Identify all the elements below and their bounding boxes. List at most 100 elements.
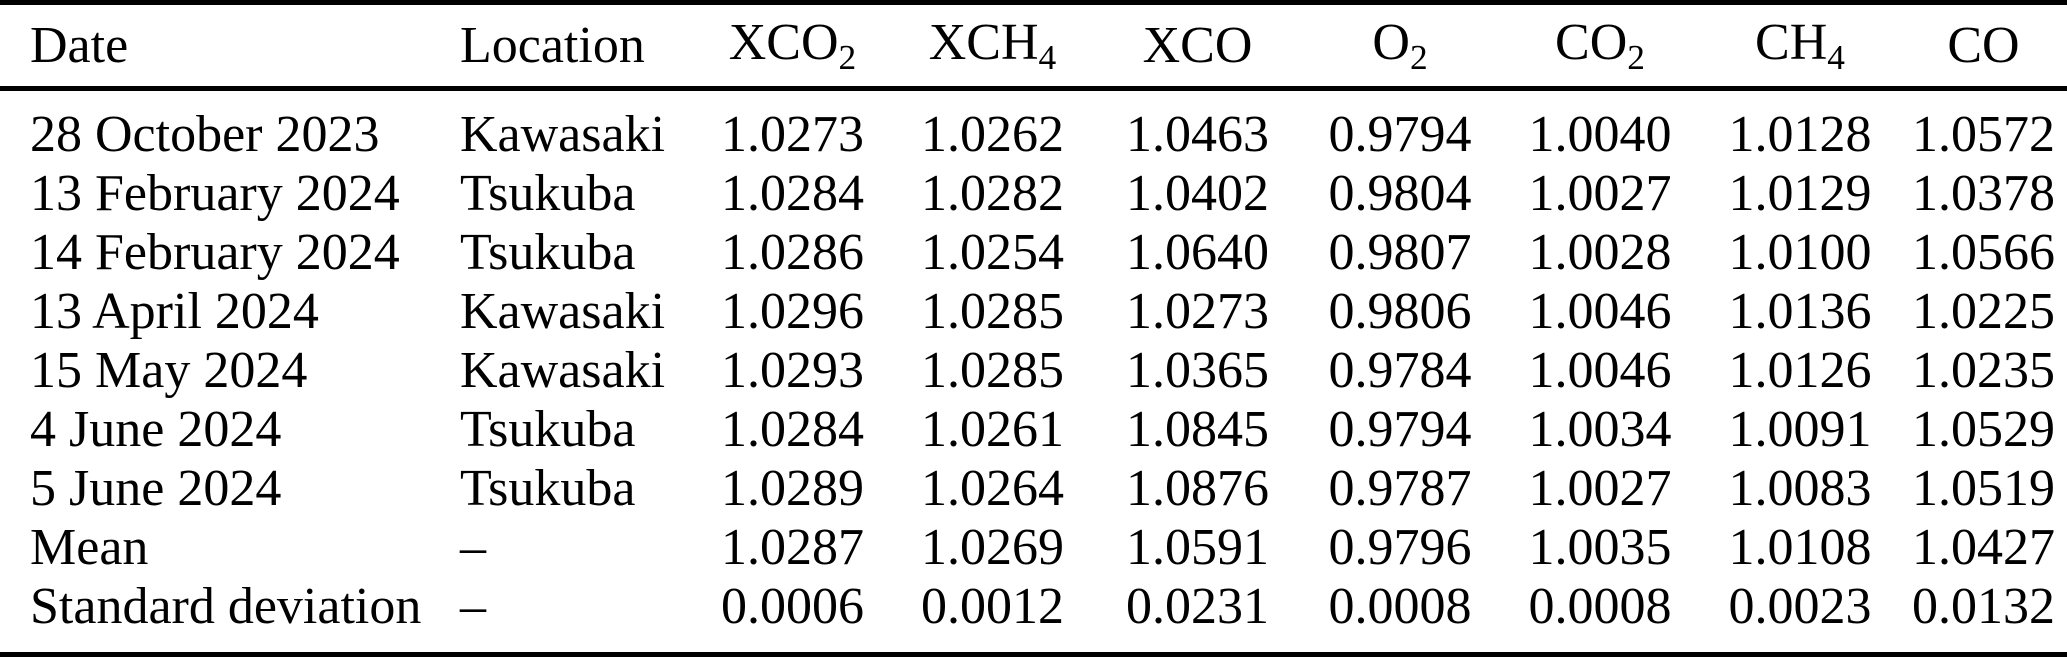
value-cell-co2: 1.0034 — [1528, 401, 1672, 458]
value-cell-xch4: 1.0269 — [921, 519, 1064, 576]
column-header-co2: CO2 — [1500, 3, 1700, 89]
column-header-label: XCH — [928, 14, 1039, 72]
table-row: Standard deviation – 0.0006 0.0012 0.0231 0.0… — [0, 577, 2067, 655]
column-header-subscript: 4 — [1827, 36, 1845, 77]
value-cell-xco: 1.0273 — [1126, 283, 1269, 340]
value-cell-xco: 1.0402 — [1126, 165, 1269, 222]
value-cell-ch4: 0.0023 — [1728, 578, 1872, 635]
value-cell-co: 1.0566 — [1912, 224, 2055, 281]
column-header-xco: XCO — [1095, 3, 1300, 89]
location-cell: Tsukuba — [460, 165, 636, 222]
date-cell: 13 April 2024 — [30, 283, 319, 340]
value-cell-co2: 1.0046 — [1528, 342, 1672, 399]
value-cell-xco: 1.0845 — [1126, 401, 1269, 458]
column-header-location: Location — [460, 3, 695, 89]
value-cell-xco: 1.0365 — [1126, 342, 1269, 399]
value-cell-ch4: 1.0108 — [1728, 519, 1872, 576]
value-cell-o2: 0.9787 — [1328, 460, 1472, 517]
value-cell-xch4: 1.0262 — [921, 106, 1064, 163]
location-cell: – — [460, 519, 486, 576]
value-cell-ch4: 1.0091 — [1728, 401, 1872, 458]
value-cell-xco2: 1.0289 — [721, 460, 864, 517]
table-row: 13 April 2024 Kawasaki 1.0296 1.0285 1.0273 0… — [0, 282, 2067, 341]
location-cell: Tsukuba — [460, 224, 636, 281]
location-cell: Kawasaki — [460, 283, 666, 340]
value-cell-xco2: 1.0286 — [721, 224, 864, 281]
date-cell: Mean — [30, 519, 149, 576]
column-header-label: O — [1372, 14, 1410, 72]
table-row: 14 February 2024 Tsukuba 1.0286 1.0254 1.064… — [0, 223, 2067, 282]
value-cell-co: 1.0519 — [1912, 460, 2055, 517]
table-row: 5 June 2024 Tsukuba 1.0289 1.0264 1.0876 0.97… — [0, 459, 2067, 518]
date-cell: Standard deviation — [30, 578, 422, 635]
value-cell-o2: 0.9804 — [1328, 165, 1472, 222]
column-header-label: CH — [1755, 14, 1828, 72]
value-cell-ch4: 1.0083 — [1728, 460, 1872, 517]
column-header-xch4: XCH4 — [890, 3, 1095, 89]
location-cell: Tsukuba — [460, 460, 636, 517]
value-cell-xco: 1.0591 — [1126, 519, 1269, 576]
column-header-label: Date — [30, 17, 129, 74]
value-cell-xch4: 1.0282 — [921, 165, 1064, 222]
value-cell-co2: 1.0028 — [1528, 224, 1672, 281]
value-cell-co: 1.0378 — [1912, 165, 2055, 222]
column-header-subscript: 4 — [1038, 36, 1057, 77]
value-cell-xch4: 1.0285 — [921, 342, 1064, 399]
value-cell-co: 0.0132 — [1912, 578, 2055, 635]
value-cell-xch4: 1.0261 — [921, 401, 1064, 458]
value-cell-xco: 0.0231 — [1126, 578, 1269, 635]
column-header-label: XCO — [1142, 17, 1253, 74]
column-header-subscript: 2 — [1627, 36, 1645, 77]
value-cell-xco2: 1.0296 — [721, 283, 864, 340]
table-row: Mean – 1.0287 1.0269 1.0591 0.9796 1.0035 1.010… — [0, 518, 2067, 577]
value-cell-co2: 1.0046 — [1528, 283, 1672, 340]
value-cell-xco2: 1.0273 — [721, 106, 864, 163]
location-cell: – — [460, 578, 486, 635]
table-row: 13 February 2024 Tsukuba 1.0284 1.0282 1.040… — [0, 164, 2067, 223]
date-cell: 15 May 2024 — [30, 342, 308, 399]
value-cell-xco2: 0.0006 — [721, 578, 864, 635]
column-header-date: Date — [0, 3, 460, 89]
value-cell-ch4: 1.0100 — [1728, 224, 1872, 281]
column-header-label: Location — [460, 17, 645, 74]
value-cell-co: 1.0225 — [1912, 283, 2055, 340]
table-header: Date Location XCO2 XCH4 XCO O2 CO2 CH4 CO — [0, 3, 2067, 89]
value-cell-xco2: 1.0293 — [721, 342, 864, 399]
column-header-co: CO — [1900, 3, 2067, 89]
table-body: 28 October 2023 Kawasaki 1.0273 1.0262 1.046… — [0, 89, 2067, 655]
value-cell-co2: 1.0027 — [1528, 165, 1672, 222]
column-header-label: CO — [1555, 14, 1628, 72]
location-cell: Kawasaki — [460, 342, 666, 399]
value-cell-co2: 0.0008 — [1528, 578, 1672, 635]
column-header-xco2: XCO2 — [695, 3, 890, 89]
date-cell: 4 June 2024 — [30, 401, 282, 458]
column-header-label: CO — [1947, 17, 2020, 74]
location-cell: Tsukuba — [460, 401, 636, 458]
value-cell-o2: 0.9807 — [1328, 224, 1472, 281]
table-row: 15 May 2024 Kawasaki 1.0293 1.0285 1.0365 0.9… — [0, 341, 2067, 400]
value-cell-co: 1.0572 — [1912, 106, 2055, 163]
date-cell: 13 February 2024 — [30, 165, 400, 222]
date-cell: 14 February 2024 — [30, 224, 400, 281]
value-cell-o2: 0.9794 — [1328, 106, 1472, 163]
table-row: 4 June 2024 Tsukuba 1.0284 1.0261 1.0845 0.97… — [0, 400, 2067, 459]
table-row: 28 October 2023 Kawasaki 1.0273 1.0262 1.046… — [0, 89, 2067, 165]
value-cell-ch4: 1.0129 — [1728, 165, 1872, 222]
value-cell-xco: 1.0463 — [1126, 106, 1269, 163]
value-cell-xch4: 1.0264 — [921, 460, 1064, 517]
column-header-o2: O2 — [1300, 3, 1500, 89]
date-cell: 28 October 2023 — [30, 106, 380, 163]
value-cell-xco2: 1.0287 — [721, 519, 864, 576]
value-cell-co2: 1.0027 — [1528, 460, 1672, 517]
value-cell-ch4: 1.0126 — [1728, 342, 1872, 399]
value-cell-xch4: 0.0012 — [921, 578, 1064, 635]
value-cell-co: 1.0427 — [1912, 519, 2055, 576]
value-cell-co: 1.0235 — [1912, 342, 2055, 399]
column-header-ch4: CH4 — [1700, 3, 1900, 89]
column-header-label: XCO — [728, 14, 839, 72]
value-cell-co: 1.0529 — [1912, 401, 2055, 458]
value-cell-xch4: 1.0285 — [921, 283, 1064, 340]
value-cell-xch4: 1.0254 — [921, 224, 1064, 281]
value-cell-xco: 1.0640 — [1126, 224, 1269, 281]
value-cell-o2: 0.9794 — [1328, 401, 1472, 458]
